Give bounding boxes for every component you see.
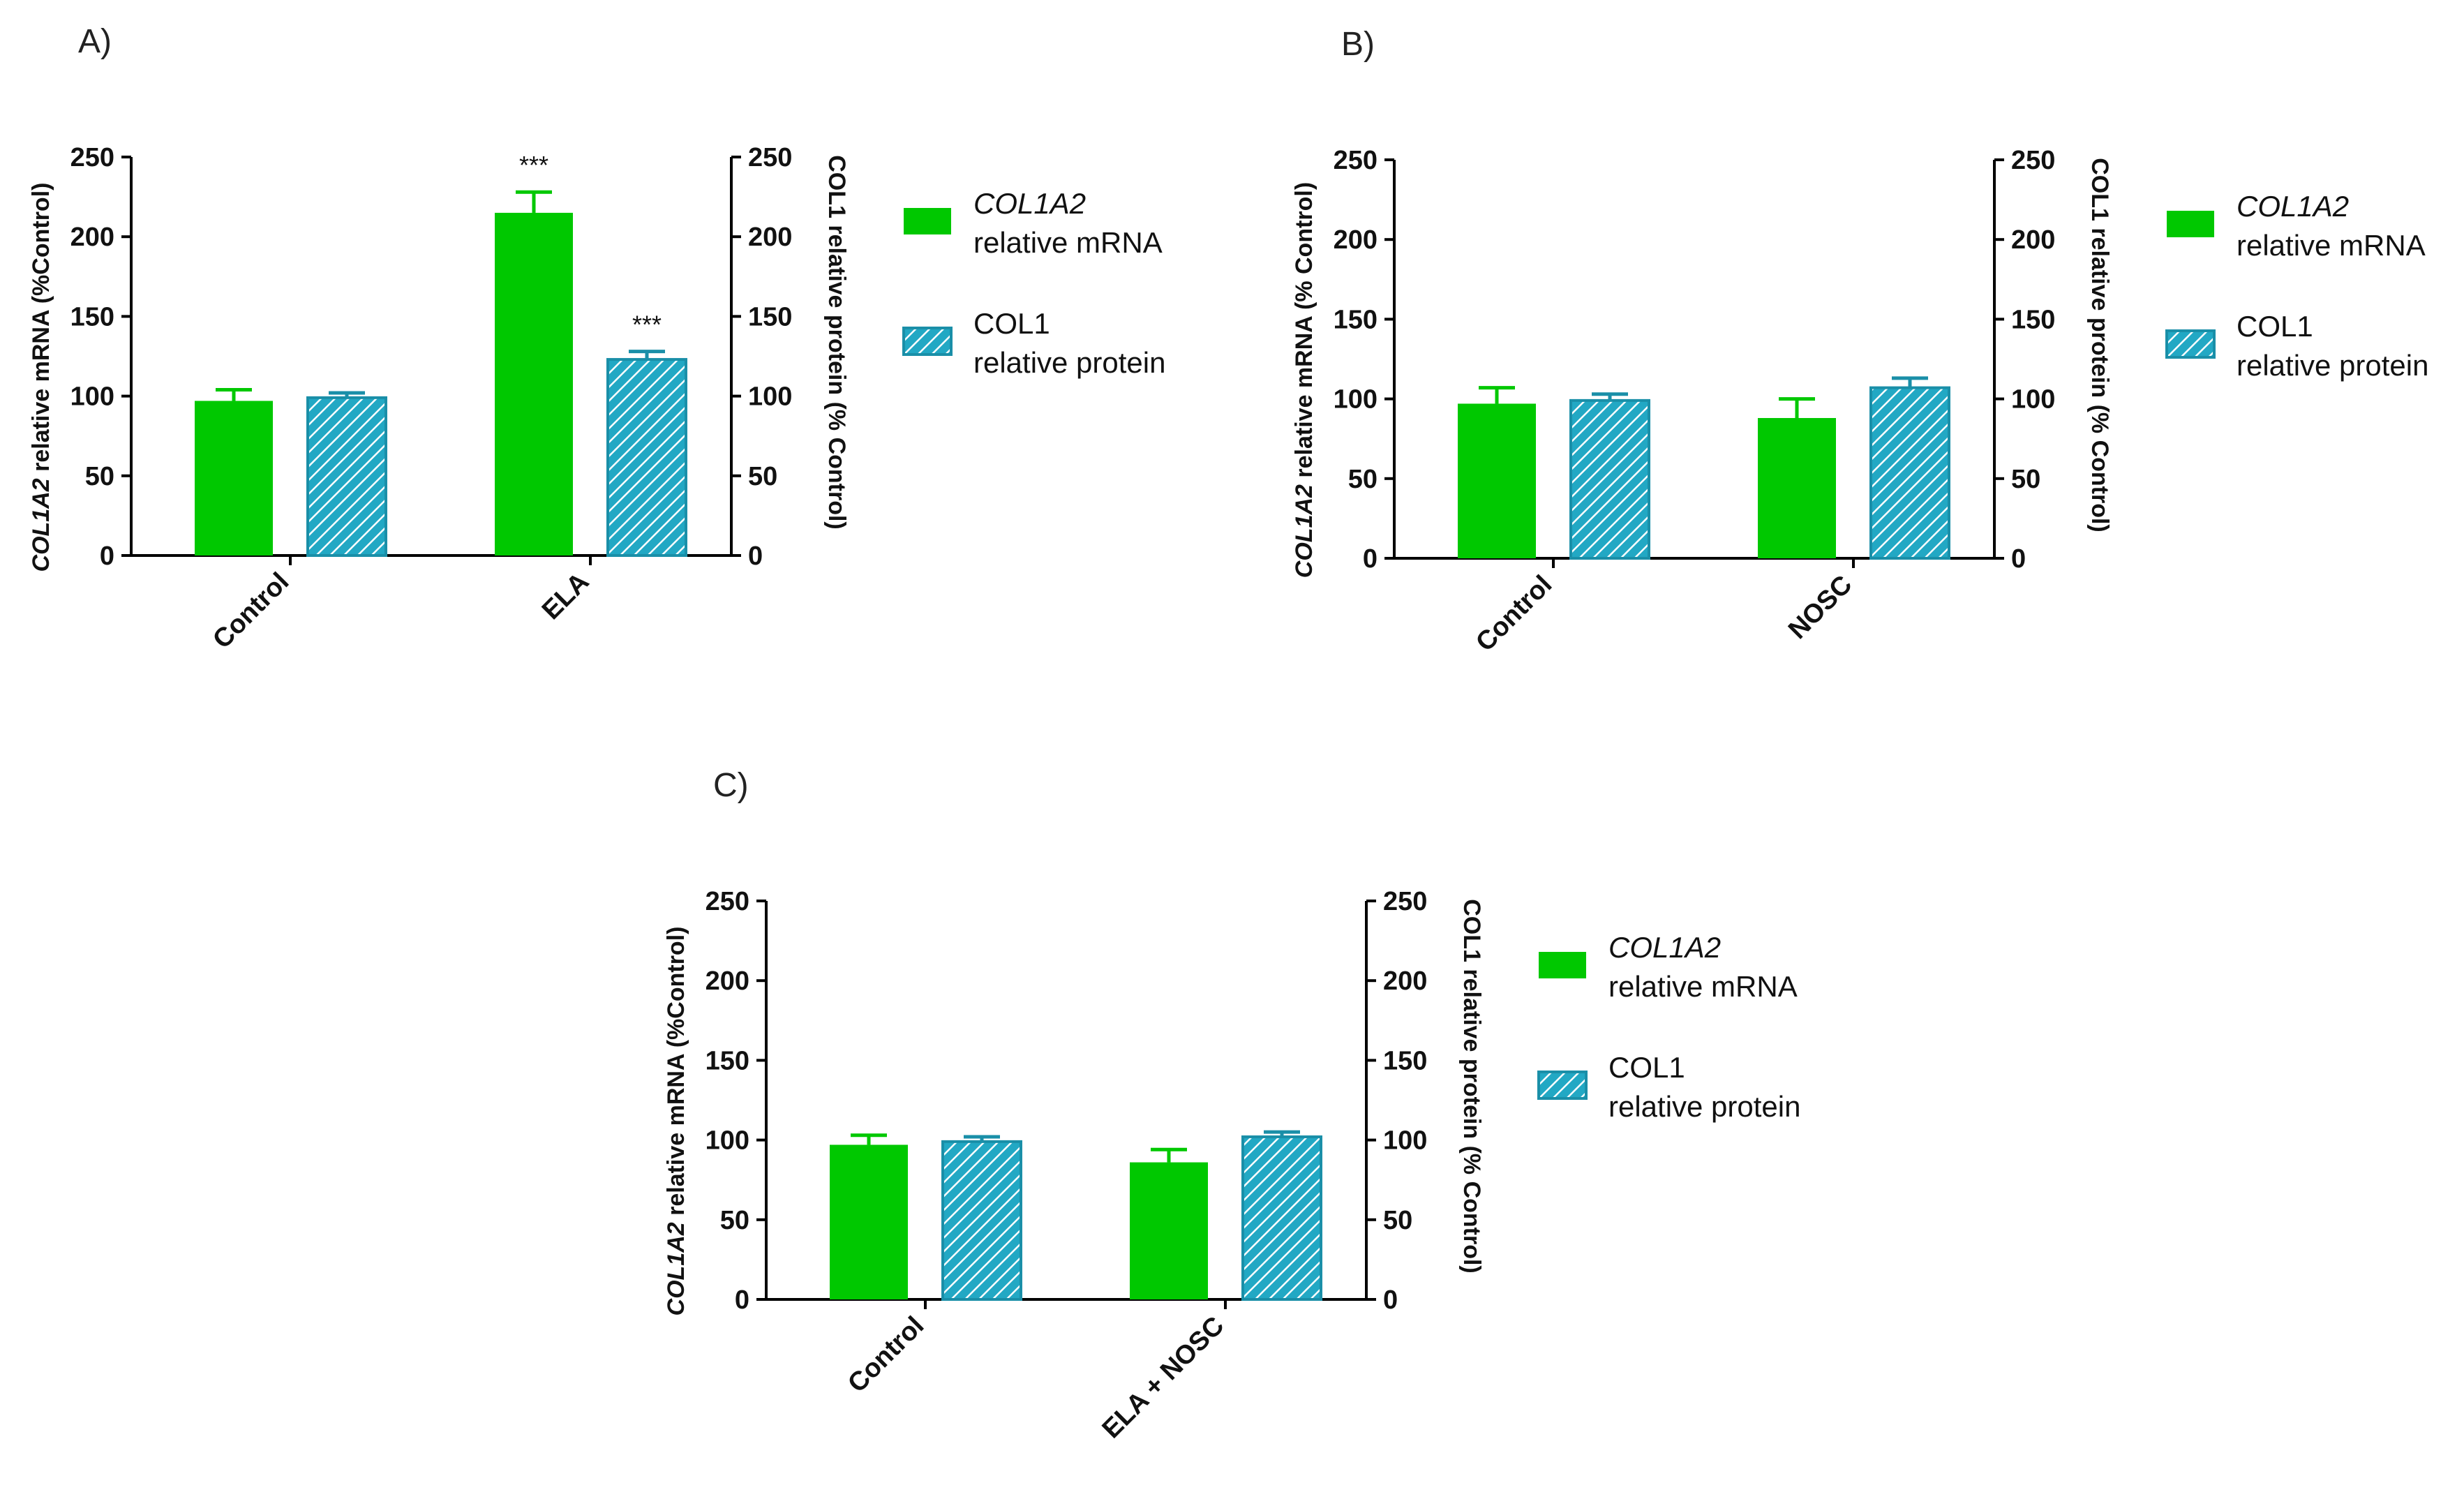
right-tick-label: 50	[748, 462, 777, 491]
category-label: ELA + NOSC	[1097, 1311, 1230, 1445]
right-tick-label: 250	[748, 143, 792, 172]
right-tick-label: 150	[748, 302, 792, 331]
legend-label-mrna: COL1A2 relative mRNA	[973, 187, 1163, 259]
bar-mrna-control	[1458, 403, 1536, 558]
bar-protein-ela	[606, 358, 687, 557]
right-tick-label: 250	[2011, 146, 2055, 175]
bar-mrna-ela	[495, 212, 573, 555]
legend-swatch-mrna	[2167, 211, 2214, 237]
legend-label-protein-name: COL1	[1608, 1051, 1685, 1084]
chart-panel-1: A) 0 0 50 50 100 100 150 150 200 200 250 250 COL1A2 r…	[28, 23, 1165, 655]
legend-label-mrna-gene: COL1A2	[1608, 931, 1721, 964]
right-tick-label: 100	[2011, 385, 2055, 415]
legend-swatch-mrna	[1539, 952, 1586, 978]
category-label: ELA	[537, 567, 595, 625]
right-tick-label: 0	[2011, 544, 2026, 574]
left-tick-label: 50	[85, 462, 114, 491]
left-y-axis-label-rest: relative mRNA (%Control)	[28, 183, 54, 479]
significance-mark-mrna: ***	[519, 151, 548, 179]
bar-protein-control	[306, 396, 387, 557]
left-tick-label: 150	[705, 1046, 749, 1075]
bar-mrna-nosc	[1758, 418, 1836, 558]
left-tick-label: 200	[1334, 225, 1377, 255]
category-label: NOSC	[1783, 570, 1858, 645]
left-tick-label: 200	[705, 967, 749, 996]
left-tick-label: 100	[705, 1126, 749, 1156]
bar-protein-control	[941, 1140, 1022, 1301]
chart-panel-3: C) 0 0 50 50 100 100 150 150 200 200 250 250 COL1A2 r…	[663, 767, 1800, 1444]
legend-label-protein: COL1 relative protein	[1608, 1051, 1800, 1123]
legend-label-mrna-gene: COL1A2	[973, 187, 1086, 220]
left-tick-label: 250	[70, 143, 114, 172]
right-tick-label: 50	[2011, 465, 2040, 494]
legend-label-mrna-sub: relative mRNA	[973, 226, 1163, 259]
right-tick-label: 100	[1383, 1126, 1427, 1156]
legend-label-protein-sub: relative protein	[973, 346, 1165, 379]
right-y-axis-label: COL1 relative protein (% Control)	[823, 155, 850, 530]
left-y-axis-label-rest: relative mRNA (% Control)	[1291, 182, 1317, 484]
legend-label-mrna: COL1A2 relative mRNA	[2237, 190, 2426, 262]
legend-label-mrna-sub: relative mRNA	[1608, 970, 1798, 1003]
right-tick-label: 150	[1383, 1046, 1427, 1075]
panel-letter: C)	[713, 767, 749, 804]
significance-mark-protein: ***	[632, 311, 662, 339]
panel-letter: A)	[78, 23, 112, 60]
panel-letter: B)	[1341, 26, 1375, 63]
bar-protein-control	[1569, 398, 1650, 560]
left-tick-label: 100	[70, 382, 114, 412]
left-y-axis-label-rest: relative mRNA (%Control)	[663, 927, 689, 1223]
legend-label-protein-sub: relative protein	[2237, 349, 2428, 382]
legend-label-mrna: COL1A2 relative mRNA	[1608, 931, 1798, 1003]
right-tick-label: 50	[1383, 1206, 1412, 1235]
legend-label-protein: COL1 relative protein	[2237, 310, 2428, 382]
right-tick-label: 200	[748, 223, 792, 252]
right-tick-label: 0	[748, 542, 763, 571]
left-y-axis-label: COL1A2 relative mRNA (%Control)	[28, 183, 54, 572]
chart-panel-2: B) 0 0 50 50 100 100 150 150 200 200 250 250 COL1A2 r…	[1291, 26, 2428, 657]
category-label: Control	[1470, 570, 1558, 657]
left-tick-label: 100	[1334, 385, 1377, 415]
legend-label-protein-sub: relative protein	[1608, 1090, 1800, 1123]
category-label: Control	[842, 1311, 929, 1399]
left-tick-label: 250	[705, 887, 749, 916]
right-y-axis-label: COL1 relative protein (% Control)	[1458, 899, 1485, 1274]
legend-label-protein-name: COL1	[973, 307, 1050, 340]
left-y-axis-label-gene: COL1A2	[1291, 484, 1317, 578]
left-tick-label: 150	[70, 302, 114, 331]
legend-swatch-protein	[2165, 329, 2216, 359]
bar-protein-ela-nosc	[1241, 1135, 1322, 1301]
legend-swatch-protein	[902, 327, 953, 356]
right-tick-label: 100	[748, 382, 792, 412]
legend-label-protein-name: COL1	[2237, 310, 2313, 343]
left-y-axis-label: COL1A2 relative mRNA (%Control)	[663, 927, 689, 1316]
bar-protein-nosc	[1869, 386, 1950, 560]
left-tick-label: 0	[1363, 544, 1377, 574]
right-tick-label: 200	[2011, 225, 2055, 255]
legend-label-protein: COL1 relative protein	[973, 307, 1165, 379]
right-tick-label: 0	[1383, 1285, 1398, 1315]
bar-mrna-control	[195, 401, 273, 555]
right-tick-label: 250	[1383, 887, 1427, 916]
left-tick-label: 50	[720, 1206, 749, 1235]
bar-mrna-ela-nosc	[1130, 1162, 1208, 1299]
left-tick-label: 50	[1348, 465, 1377, 494]
legend-label-mrna-sub: relative mRNA	[2237, 229, 2426, 262]
left-tick-label: 150	[1334, 305, 1377, 334]
legend-swatch-protein	[1537, 1071, 1588, 1100]
left-tick-label: 250	[1334, 146, 1377, 175]
left-y-axis-label-gene: COL1A2	[663, 1222, 689, 1315]
right-y-axis-label: COL1 relative protein (% Control)	[2086, 158, 2113, 532]
right-tick-label: 150	[2011, 305, 2055, 334]
left-y-axis-label-gene: COL1A2	[28, 478, 54, 572]
left-y-axis-label: COL1A2 relative mRNA (% Control)	[1291, 182, 1317, 578]
left-tick-label: 0	[735, 1285, 749, 1315]
bar-mrna-control	[830, 1144, 908, 1299]
right-tick-label: 200	[1383, 967, 1427, 996]
left-tick-label: 200	[70, 223, 114, 252]
left-tick-label: 0	[100, 542, 114, 571]
category-label: Control	[207, 567, 294, 655]
legend-swatch-mrna	[904, 208, 951, 234]
legend-label-mrna-gene: COL1A2	[2237, 190, 2349, 223]
